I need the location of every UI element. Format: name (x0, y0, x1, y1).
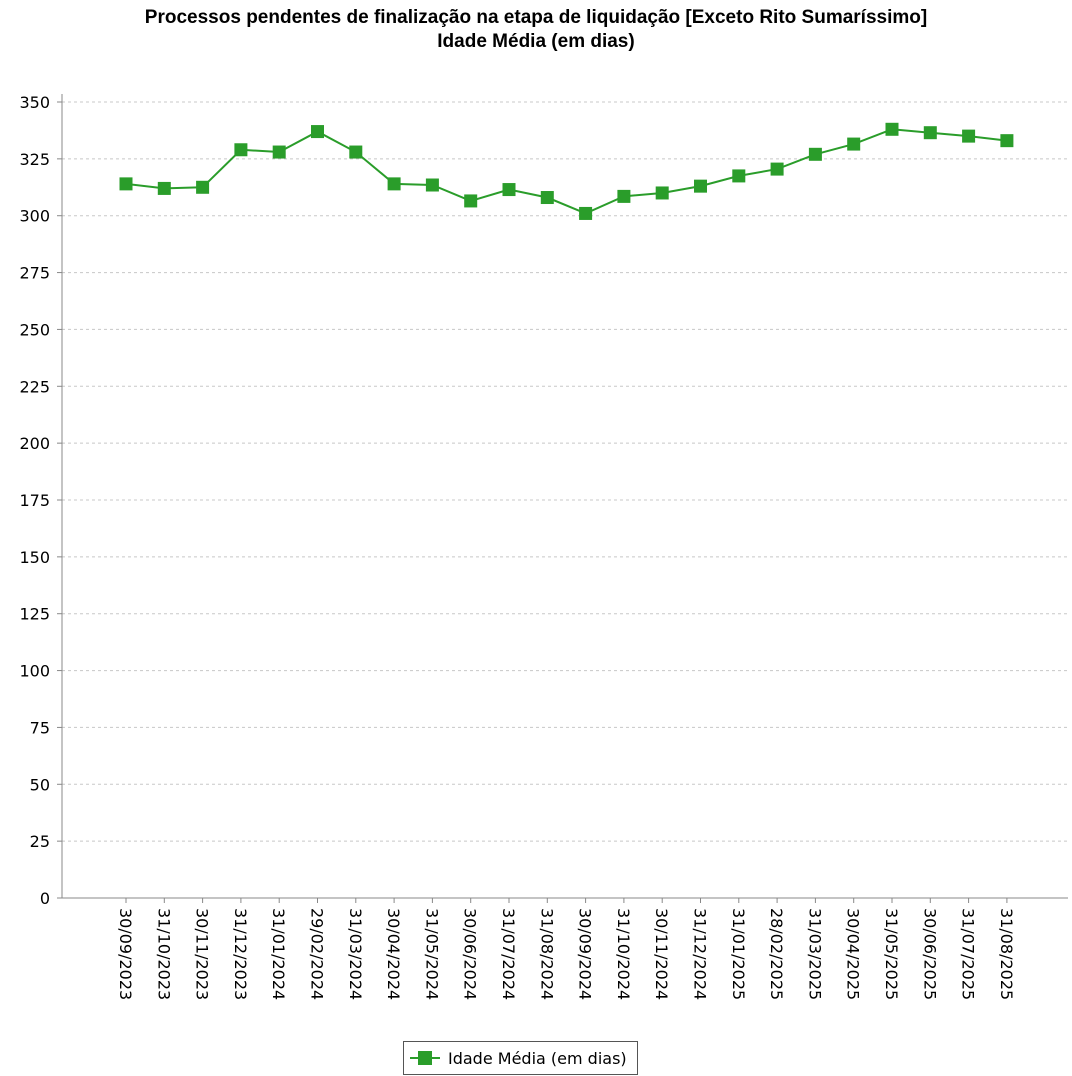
y-axis-ticks: 0 25 50 75 100 125 150 175 200 225 250 275 300 325 350 (19, 93, 62, 908)
x-tick-label: 30/11/2024 (652, 908, 671, 1000)
x-tick-label: 31/03/2025 (805, 908, 824, 1000)
y-tick-label: 200 (19, 434, 50, 453)
x-tick-label: 30/04/2024 (384, 908, 403, 1000)
y-tick-label: 225 (19, 377, 50, 396)
x-tick-label: 30/09/2023 (116, 908, 135, 1000)
data-point (196, 180, 210, 194)
x-tick-label: 30/06/2024 (461, 908, 480, 1000)
data-point (540, 191, 554, 205)
series-group (119, 122, 1014, 220)
x-tick-label: 31/08/2025 (997, 908, 1016, 1000)
x-tick-label: 30/11/2023 (193, 908, 212, 1000)
x-tick-label: 31/12/2024 (691, 908, 710, 1000)
data-point (502, 183, 516, 197)
legend-label: Idade Média (em dias) (448, 1048, 627, 1068)
data-point (655, 186, 669, 200)
x-tick-label: 31/08/2024 (537, 908, 556, 1000)
x-tick-label: 28/02/2025 (767, 908, 786, 1000)
x-tick-label: 31/10/2024 (614, 908, 633, 1000)
x-axis-ticks: 30/09/2023 31/10/2023 30/11/2023 31/12/2023… (116, 898, 1016, 1000)
y-tick-label: 100 (19, 662, 50, 681)
x-tick-label: 29/02/2024 (308, 908, 327, 1000)
data-point (579, 206, 593, 220)
x-tick-label: 31/01/2024 (269, 908, 288, 1000)
x-tick-label: 31/07/2025 (959, 908, 978, 1000)
y-tick-label: 0 (40, 889, 50, 908)
data-point (349, 145, 363, 159)
data-point (234, 143, 248, 157)
legend: Idade Média (em dias) (403, 1041, 638, 1075)
data-point (847, 137, 861, 151)
data-point (311, 125, 324, 139)
data-point (885, 122, 899, 136)
x-tick-label: 31/07/2024 (499, 908, 518, 1000)
data-point (732, 169, 746, 183)
x-tick-label: 31/10/2023 (154, 908, 173, 1000)
data-point (1000, 134, 1014, 148)
y-tick-label: 300 (19, 207, 50, 226)
x-tick-label: 31/05/2024 (422, 908, 441, 1000)
y-tick-label: 250 (19, 320, 50, 339)
y-tick-label: 150 (19, 548, 50, 567)
y-tick-label: 350 (19, 93, 50, 112)
line-chart: 0 25 50 75 100 125 150 175 200 225 250 275 300 325 350… (19, 93, 1068, 1000)
grid-lines (62, 101, 1068, 842)
y-tick-label: 25 (30, 832, 50, 851)
axes (61, 94, 1068, 899)
data-point (119, 177, 133, 191)
data-point (157, 181, 171, 195)
data-point (770, 162, 784, 176)
x-tick-label: 31/12/2023 (231, 908, 250, 1000)
x-tick-label: 31/01/2025 (729, 908, 748, 1000)
x-tick-label: 30/06/2025 (920, 908, 939, 1000)
data-point (617, 189, 631, 203)
data-point (425, 178, 439, 192)
y-tick-label: 75 (30, 718, 50, 737)
legend-marker-icon (408, 1048, 442, 1068)
data-point (387, 177, 401, 191)
x-tick-label: 30/09/2024 (576, 908, 595, 1000)
x-tick-label: 31/05/2025 (882, 908, 901, 1000)
data-point (464, 194, 478, 208)
x-tick-label: 31/03/2024 (346, 908, 365, 1000)
y-tick-label: 125 (19, 605, 50, 624)
data-point (272, 145, 286, 159)
y-tick-label: 275 (19, 264, 50, 283)
series-line (125, 128, 1008, 215)
chart-subtitle: Idade Média (em dias) (437, 31, 635, 52)
y-tick-label: 325 (19, 150, 50, 169)
data-point (962, 129, 976, 143)
data-point (923, 126, 937, 140)
data-point (694, 179, 707, 193)
chart-title: Processos pendentes de finalização na et… (0, 6, 1072, 54)
x-tick-label: 30/04/2025 (844, 908, 863, 1000)
y-tick-label: 50 (30, 775, 50, 794)
chart-title-main: Processos pendentes de finalização na et… (144, 7, 928, 28)
y-tick-label: 175 (19, 491, 50, 510)
data-point (808, 147, 822, 161)
